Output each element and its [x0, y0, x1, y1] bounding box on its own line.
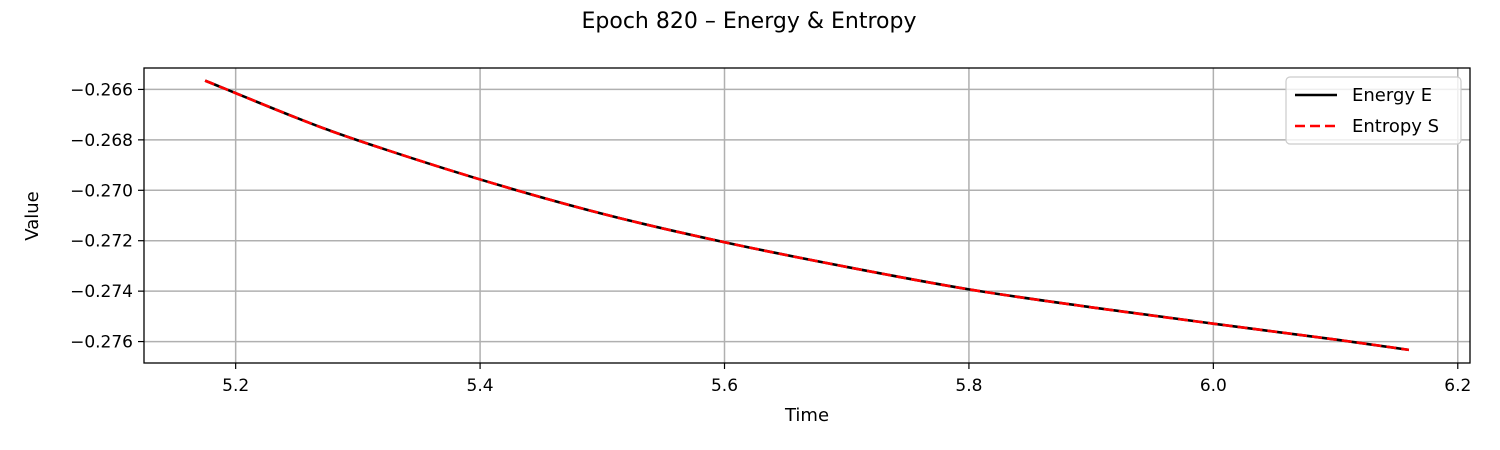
- grid: [144, 68, 1470, 363]
- y-tick-label: −0.266: [70, 80, 133, 100]
- y-tick-label: −0.274: [70, 282, 133, 302]
- legend-label-entropy: Entropy S: [1352, 116, 1439, 137]
- x-tick-label: 6.2: [1444, 376, 1471, 396]
- plot-frame: [143, 67, 1471, 364]
- series-line-entropy: [204, 79, 1410, 352]
- legend: Energy E Entropy S: [1285, 76, 1462, 145]
- x-tick-label: 5.6: [711, 376, 738, 396]
- y-tick-label: −0.270: [70, 181, 133, 201]
- x-tick-label: 5.8: [955, 376, 982, 396]
- legend-label-energy: Energy E: [1352, 85, 1432, 106]
- x-axis-label: Time: [784, 405, 829, 426]
- chart-title: Epoch 820 – Energy & Entropy: [582, 9, 917, 34]
- x-tick-label: 6.0: [1200, 376, 1227, 396]
- series-line-energy: [204, 79, 1410, 352]
- y-tick-label: −0.268: [70, 131, 133, 151]
- ticks: 5.2 5.4 5.6 5.8 6.0 6.2 −0.266 −0.268 −0.270 −0.2…: [70, 80, 1471, 396]
- series-layer: [204, 79, 1410, 352]
- y-tick-label: −0.272: [70, 232, 133, 252]
- y-axis-label: Value: [22, 191, 43, 240]
- x-tick-label: 5.4: [467, 376, 494, 396]
- y-tick-label: −0.276: [70, 333, 133, 353]
- x-tick-label: 5.2: [222, 376, 249, 396]
